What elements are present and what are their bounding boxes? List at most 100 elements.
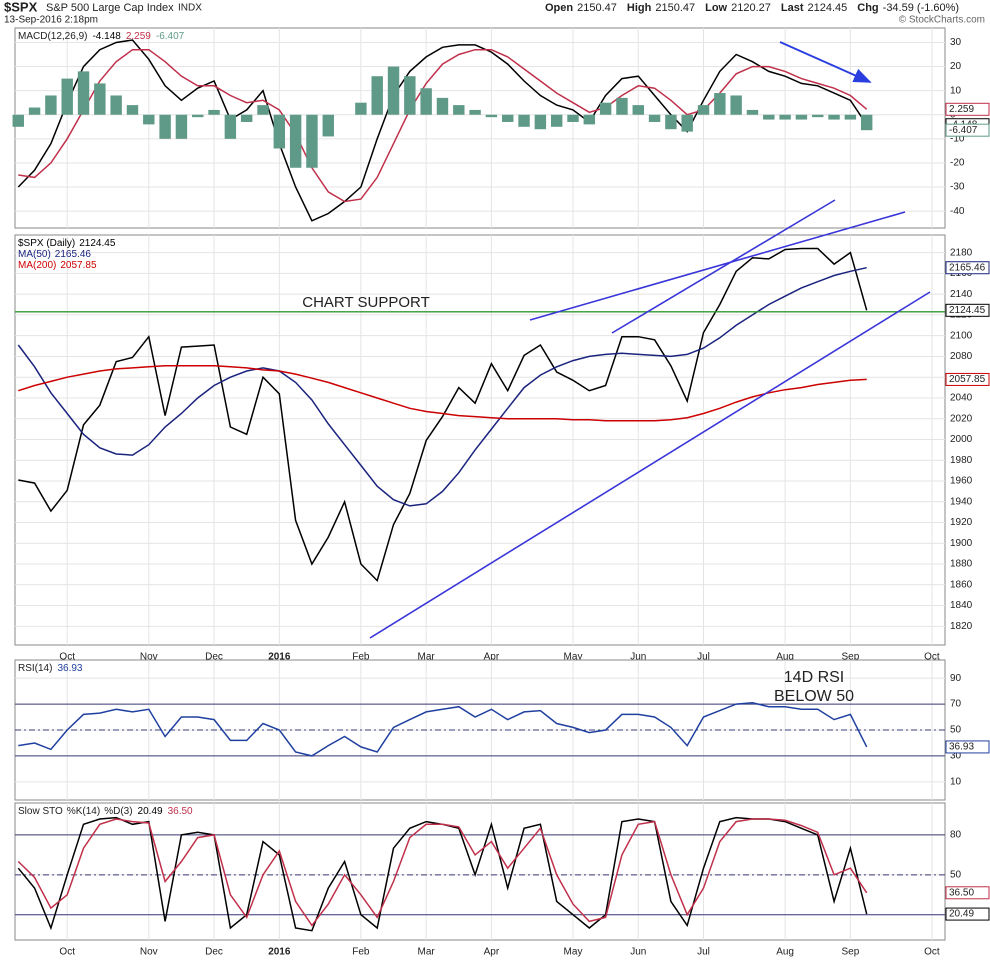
quote-value: 2150.47: [577, 2, 617, 14]
histogram-bar: [28, 107, 41, 115]
histogram-bar: [322, 114, 334, 137]
y-tick-label: 2080: [950, 351, 973, 362]
y-tick-label: 50: [950, 725, 962, 736]
histogram-bar: [697, 105, 710, 115]
panel-frame: [14, 802, 946, 941]
legend: MACD(12,26,9) -4.148 2.259 -6.407: [18, 31, 185, 42]
timestamp: 13-Sep-2016 2:18pm: [4, 15, 98, 26]
quote-label: Low: [705, 2, 727, 14]
histogram-bar: [681, 114, 693, 132]
histogram-bar: [730, 95, 742, 115]
legend-value: 2124.45: [79, 238, 116, 249]
histogram-bar: [371, 76, 383, 115]
histogram-bar: [453, 105, 465, 115]
x-tick-label: Nov: [140, 947, 158, 958]
histogram-bar: [240, 114, 253, 122]
value-box: [945, 907, 990, 921]
value-box: [945, 102, 990, 116]
trendline: [369, 291, 931, 639]
histogram-bar: [175, 114, 188, 139]
y-tick-label: 30: [950, 37, 962, 48]
histogram-bar: [94, 83, 106, 115]
histogram-bar: [860, 114, 873, 131]
histogram-bar: [306, 114, 318, 168]
arrow: [779, 41, 872, 83]
histogram-bar: [616, 97, 628, 115]
plots: 3020100-10-20-30-40-4.1482.259-6.407MACD…: [12, 27, 990, 958]
panel-frame: [14, 234, 946, 646]
histogram-bar: [844, 114, 857, 120]
histogram-bar: [289, 114, 302, 168]
quote-value: 2124.45: [808, 2, 848, 14]
value-label: 20.49: [949, 909, 974, 920]
value-box: [945, 740, 990, 754]
x-tick-label: Mar: [418, 947, 436, 958]
y-tick-label: 1900: [950, 538, 973, 549]
trendline: [529, 211, 906, 321]
y-tick-label: -10: [950, 133, 965, 144]
x-tick-label: Oct: [59, 947, 75, 958]
x-tick-label: Dec: [205, 947, 223, 958]
x-tick-label: Sep: [841, 652, 859, 663]
x-tick-label: Jun: [630, 652, 646, 663]
x-tick-label: Dec: [205, 652, 223, 663]
series-line: [17, 39, 868, 222]
quote-label: Chg: [857, 2, 878, 14]
index-name: S&P 500 Large Cap Index: [46, 2, 174, 14]
histogram-bar: [550, 114, 563, 127]
y-tick-label: 1880: [950, 559, 973, 570]
histogram-bar: [763, 114, 775, 120]
histogram-bar: [746, 109, 759, 115]
legend: RSI(14) 36.93: [18, 663, 83, 674]
value-box: [945, 372, 990, 386]
quote: Open 2150.47 High 2150.47 Low 2120.27 Last 2124…: [545, 2, 959, 14]
histogram-bar: [420, 88, 432, 115]
legend-value: 2165.46: [55, 249, 92, 260]
histogram-bar: [779, 114, 791, 120]
histogram-bar: [61, 78, 73, 115]
histogram-bar: [714, 93, 726, 115]
quote-label: Last: [781, 2, 804, 14]
y-tick-label: -20: [950, 158, 965, 169]
histogram-bar: [12, 114, 24, 127]
y-tick-label: 70: [950, 699, 962, 710]
histogram-bar: [599, 102, 612, 115]
y-tick-label: 1980: [950, 455, 973, 466]
value-box: [945, 303, 990, 317]
histogram-bar: [567, 114, 579, 122]
value-label: 36.50: [949, 887, 974, 898]
x-tick-label: Oct: [924, 947, 940, 958]
series-line: [18, 247, 868, 583]
legend-value: 36.50: [168, 806, 193, 817]
y-tick-label: 20: [950, 61, 962, 72]
y-tick-label: 30: [950, 751, 962, 762]
series-line: [17, 266, 867, 507]
y-tick-label: 50: [950, 869, 962, 880]
legend-value: 2.259: [126, 31, 151, 42]
credit: © StockCharts.com: [899, 15, 985, 26]
y-tick-label: 10: [950, 85, 962, 96]
legend-name: %D(3): [104, 806, 132, 817]
histogram-bar: [648, 114, 661, 122]
x-tick-label: 2016: [268, 652, 291, 663]
y-tick-label: 1840: [950, 600, 973, 611]
histogram-bar: [273, 114, 286, 149]
histogram-bar: [828, 114, 840, 120]
legend-value: 2057.85: [60, 260, 97, 271]
histogram-bar: [518, 114, 530, 127]
x-tick-label: Jun: [630, 947, 646, 958]
y-tick-label: 80: [950, 830, 962, 841]
x-tick-label: Apr: [484, 947, 500, 958]
legend-name: MA(200): [18, 260, 56, 271]
histogram-bar: [355, 102, 367, 115]
y-tick-label: 2020: [950, 413, 973, 424]
y-tick-label: -40: [950, 206, 965, 217]
x-tick-label: Jul: [697, 652, 710, 663]
y-tick-label: 2100: [950, 330, 973, 341]
value-label: -6.407: [949, 125, 978, 136]
y-tick-label: 1920: [950, 517, 973, 528]
y-tick-label: 2000: [950, 434, 973, 445]
histogram-bar: [143, 114, 155, 125]
quote-label: High: [627, 2, 652, 14]
